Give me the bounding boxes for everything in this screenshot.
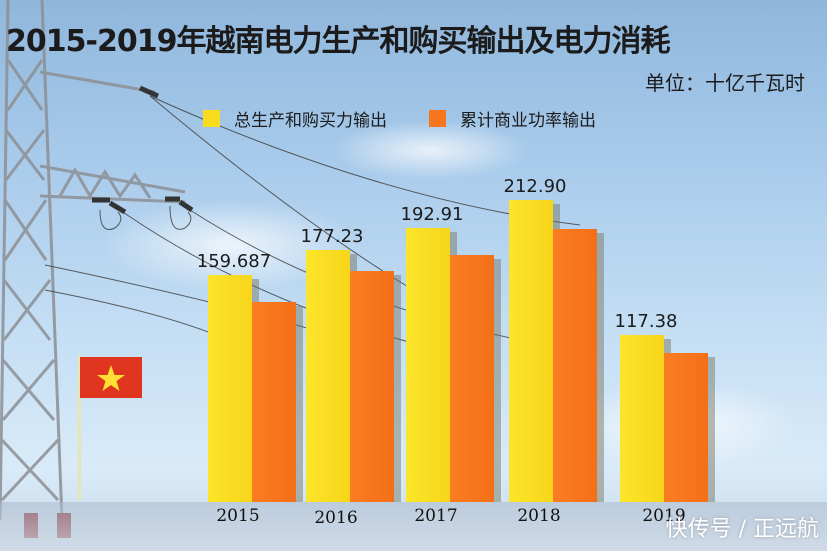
bar-total-output-2015 — [208, 275, 259, 502]
flag-pole — [78, 355, 81, 500]
legend-swatch-orange — [429, 110, 446, 127]
background-cloud — [330, 120, 530, 180]
bar-total-output-2016 — [306, 250, 357, 502]
bar-commercial-output-2019 — [664, 352, 715, 502]
legend: 总生产和购买力输出 累计商业功率输出 — [203, 106, 638, 131]
bar-commercial-output-2016 — [350, 270, 401, 502]
bar-total-output-2018 — [509, 199, 560, 502]
bar-shadow — [597, 233, 604, 502]
bar-shadow — [708, 356, 715, 502]
x-axis-label-2017: 2017 — [414, 506, 458, 526]
unit-label: 单位：十亿千瓦时 — [645, 71, 805, 95]
bar-total-output-2019 — [620, 335, 671, 502]
value-label-2015: 159.687 — [196, 251, 272, 273]
vietnam-flag-icon — [80, 357, 142, 398]
x-axis-label-2015: 2015 — [216, 506, 260, 526]
value-label-2016: 177.23 — [300, 226, 364, 248]
bar-commercial-output-2017 — [450, 254, 501, 502]
value-label-2017: 192.91 — [400, 204, 464, 226]
bar-shadow — [494, 258, 501, 502]
watermark: 快传号 / 正远航 — [665, 517, 819, 542]
legend-label: 总生产和购买力输出 — [234, 111, 387, 131]
legend-label: 累计商业功率输出 — [460, 111, 596, 131]
bar-commercial-output-2018 — [553, 229, 604, 502]
legend-item-commercial-output: 累计商业功率输出 — [429, 106, 596, 131]
bar-shadow — [394, 274, 401, 502]
bar-shadow — [296, 305, 303, 502]
x-axis-label-2019: 2019 — [642, 506, 686, 526]
value-label-2018: 212.90 — [503, 175, 567, 197]
x-axis-label-2018: 2018 — [517, 506, 561, 526]
chart-title: 2015-2019年越南电力生产和购买输出及电力消耗 — [6, 24, 670, 59]
bar-total-output-2017 — [406, 228, 457, 502]
value-label-2019: 117.38 — [614, 311, 678, 333]
legend-swatch-yellow — [203, 110, 220, 127]
bar-commercial-output-2015 — [252, 301, 303, 502]
legend-item-total-output: 总生产和购买力输出 — [203, 106, 387, 131]
x-axis-label-2016: 2016 — [314, 508, 358, 528]
chart-floor — [0, 502, 827, 551]
